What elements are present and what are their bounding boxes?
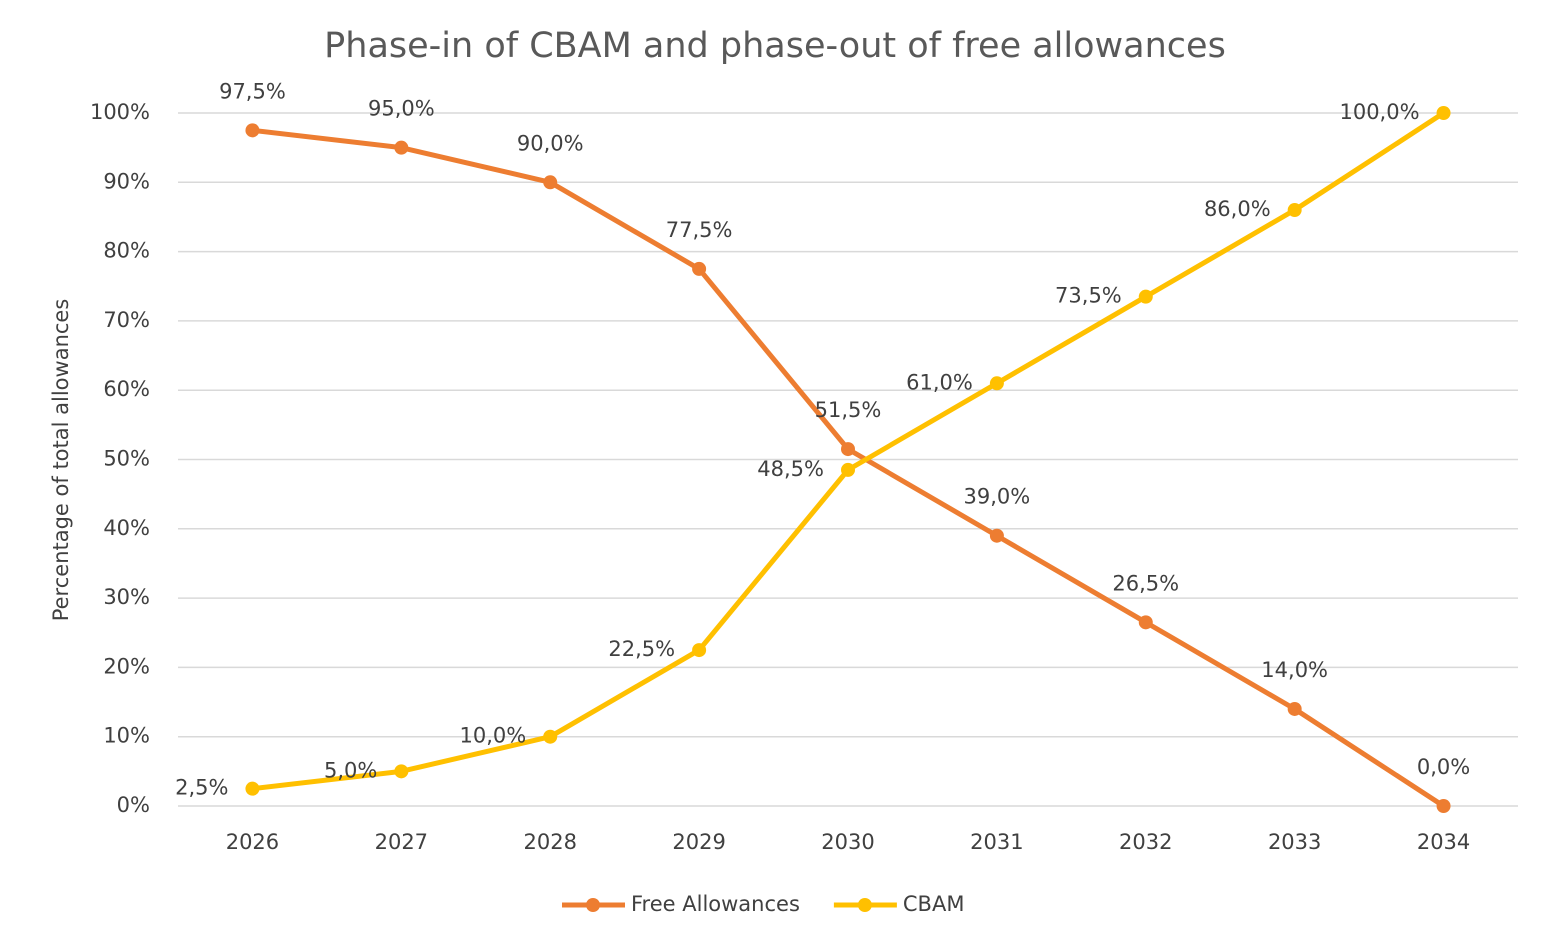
x-tick-label: 2033 xyxy=(1268,830,1321,854)
data-label: 5,0% xyxy=(324,758,377,782)
y-tick-label: 60% xyxy=(103,377,150,401)
x-tick-label: 2034 xyxy=(1417,830,1470,854)
x-tick-label: 2030 xyxy=(821,830,874,854)
x-tick-label: 2026 xyxy=(226,830,279,854)
y-tick-label: 50% xyxy=(103,447,150,471)
chart-title: Phase-in of CBAM and phase-out of free a… xyxy=(324,26,1226,66)
data-point xyxy=(841,462,855,477)
data-point xyxy=(543,175,558,190)
x-tick-label: 2029 xyxy=(672,830,725,854)
data-label: 61,0% xyxy=(906,370,973,394)
data-label: 97,5% xyxy=(219,79,286,103)
y-tick-label: 80% xyxy=(103,239,150,263)
data-label: 100,0% xyxy=(1339,100,1419,124)
data-label: 77,5% xyxy=(666,218,733,242)
data-label: 95,0% xyxy=(368,97,435,121)
data-point xyxy=(1436,106,1451,120)
data-label: 0,0% xyxy=(1417,755,1470,779)
data-label: 10,0% xyxy=(460,724,527,748)
x-tick-label: 2028 xyxy=(523,830,576,854)
data-point xyxy=(245,123,260,138)
legend-marker xyxy=(857,898,872,912)
data-point xyxy=(394,764,409,779)
y-tick-label: 90% xyxy=(103,169,150,193)
legend-label: Free Allowances xyxy=(631,892,800,916)
data-point xyxy=(1287,203,1302,218)
data-point xyxy=(692,643,707,658)
data-label: 86,0% xyxy=(1204,197,1271,221)
legend-label: CBAM xyxy=(903,892,965,916)
data-label: 2,5% xyxy=(175,776,228,800)
y-tick-label: 100% xyxy=(90,100,150,124)
data-point xyxy=(841,442,855,457)
x-tick-label: 2032 xyxy=(1119,830,1172,854)
data-point xyxy=(394,140,409,155)
data-point xyxy=(692,261,707,276)
data-label: 48,5% xyxy=(757,457,824,481)
x-tick-label: 2027 xyxy=(375,830,428,854)
data-point xyxy=(245,781,260,796)
data-label: 73,5% xyxy=(1055,284,1122,308)
y-axis-label: Percentage of total allowances xyxy=(49,299,73,622)
data-point xyxy=(1138,289,1153,304)
data-point xyxy=(543,729,558,744)
data-point xyxy=(1287,701,1302,716)
legend-marker xyxy=(586,898,600,912)
data-point xyxy=(989,376,1004,391)
data-label: 22,5% xyxy=(608,637,675,661)
data-label: 39,0% xyxy=(964,485,1031,509)
x-tick-label: 2031 xyxy=(970,830,1023,854)
data-label: 26,5% xyxy=(1112,571,1179,595)
data-label: 90,0% xyxy=(517,131,584,155)
data-label: 14,0% xyxy=(1261,658,1328,682)
y-tick-label: 40% xyxy=(103,516,150,540)
y-tick-label: 70% xyxy=(103,308,150,332)
y-tick-label: 0% xyxy=(117,793,150,817)
data-label: 51,5% xyxy=(815,398,882,422)
y-tick-label: 10% xyxy=(103,724,150,748)
y-tick-label: 30% xyxy=(103,585,150,609)
y-tick-label: 20% xyxy=(103,654,150,678)
data-point xyxy=(1436,799,1451,813)
data-point xyxy=(989,528,1004,543)
data-point xyxy=(1138,615,1153,630)
